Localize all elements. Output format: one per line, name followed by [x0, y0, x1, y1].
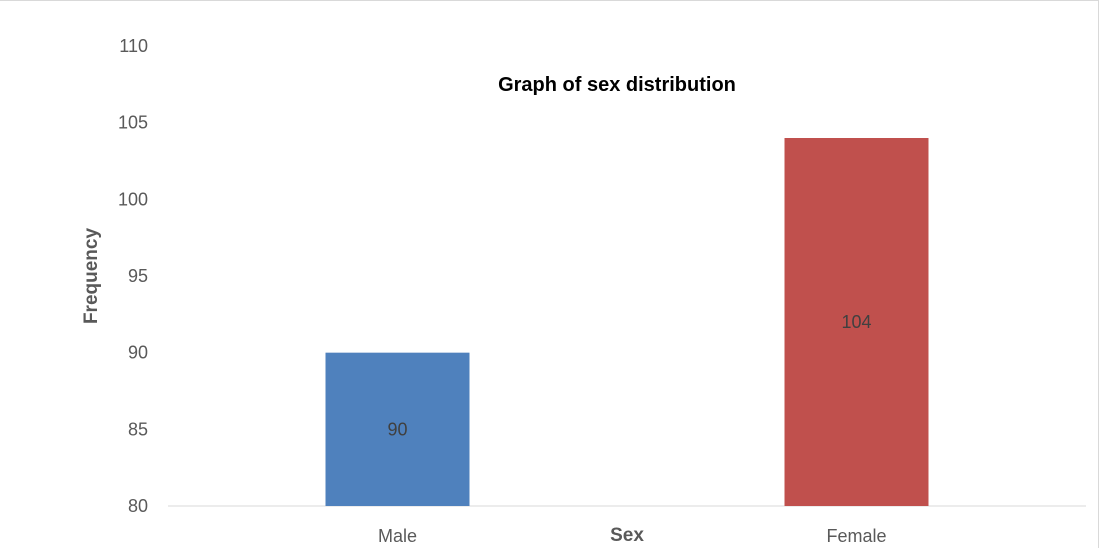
y-tick-label: 80	[128, 496, 148, 516]
bars: 90 104	[325, 138, 929, 506]
y-tick-label: 105	[118, 113, 148, 133]
bar-female	[784, 138, 929, 506]
x-tick-label: Male	[378, 526, 417, 546]
x-tick-label: Female	[826, 526, 886, 546]
x-axis-categories: Male Female	[378, 526, 887, 546]
data-label: 90	[387, 419, 407, 439]
y-tick-label: 110	[119, 36, 148, 56]
y-tick-label: 100	[118, 189, 148, 209]
y-tick-label: 95	[128, 266, 148, 286]
y-tick-label: 85	[128, 419, 148, 439]
chart-title: Graph of sex distribution	[498, 74, 736, 96]
y-axis-ticks: 80 85 90 95 100 105 110	[118, 36, 148, 516]
y-tick-label: 90	[128, 343, 148, 363]
data-label: 104	[841, 312, 871, 332]
bar-male	[325, 352, 470, 506]
y-axis-title: Frequency	[81, 228, 102, 325]
x-axis-title: Sex	[610, 525, 644, 546]
